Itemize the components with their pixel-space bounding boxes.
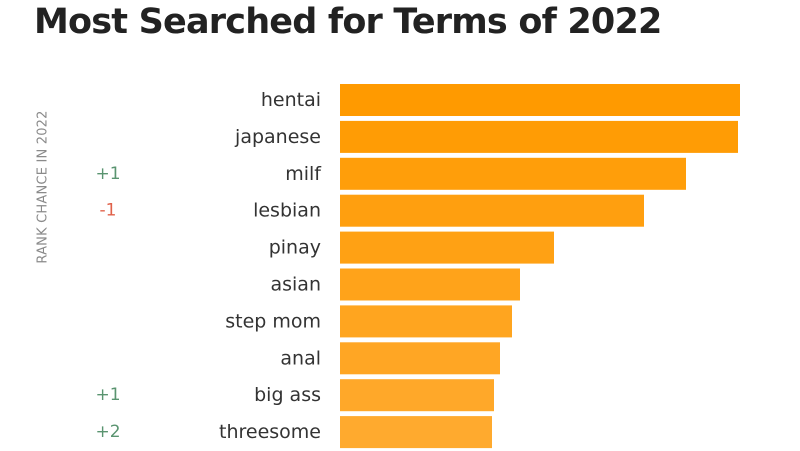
bar-milf — [340, 157, 686, 190]
rank-change-big-ass: +1 — [95, 385, 120, 405]
rank-change-milf: +1 — [95, 164, 120, 184]
rank-change-lesbian: -1 — [100, 201, 117, 221]
chart-title: Most Searched for Terms of 2022 — [34, 2, 662, 42]
category-label-lesbian: lesbian — [253, 200, 321, 222]
category-label-anal: anal — [280, 347, 321, 369]
category-label-japanese: japanese — [234, 126, 321, 148]
bar-threesome — [340, 416, 492, 449]
bar-step-mom — [340, 305, 512, 338]
bar-asian — [340, 268, 520, 301]
category-label-milf: milf — [285, 163, 322, 185]
bar-pinay — [340, 231, 554, 264]
bar-lesbian — [340, 194, 644, 227]
bar-hentai — [340, 84, 740, 116]
category-label-asian: asian — [270, 274, 321, 296]
bar-big-ass — [340, 379, 494, 412]
category-label-pinay: pinay — [269, 237, 321, 259]
category-label-step-mom: step mom — [225, 310, 321, 332]
bar-japanese — [340, 120, 738, 153]
bar-anal — [340, 342, 500, 375]
rank-change-threesome: +2 — [95, 422, 120, 442]
category-label-big-ass: big ass — [254, 384, 321, 406]
category-label-hentai: hentai — [261, 89, 321, 111]
category-label-threesome: threesome — [219, 421, 321, 443]
